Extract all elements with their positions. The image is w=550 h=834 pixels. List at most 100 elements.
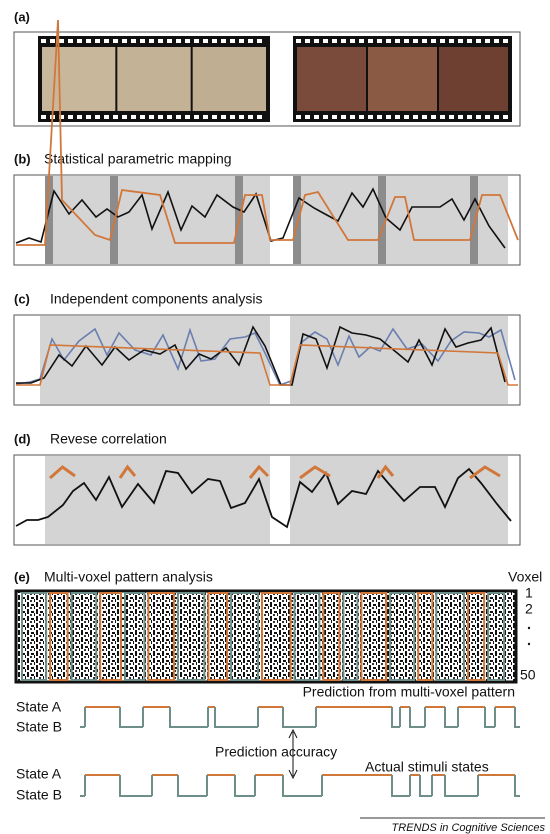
sprocket [86,115,91,119]
sprocket [422,39,427,43]
panel-label: (b) [14,151,31,166]
sprocket [305,39,310,43]
sprocket [404,115,409,119]
sprocket [503,39,508,43]
sprocket [314,39,319,43]
sprocket [467,39,472,43]
sprocket [185,115,190,119]
sprocket [458,39,463,43]
panel-title: Independent components analysis [50,291,262,307]
sprocket [167,115,172,119]
sprocket [377,39,382,43]
sprocket [395,39,400,43]
actual-title: Actual stimuli states [365,759,489,775]
sprocket [104,115,109,119]
sprocket [212,39,217,43]
sprocket [131,115,136,119]
sprocket [449,115,454,119]
sprocket [386,115,391,119]
frame [439,47,508,111]
sprocket [485,115,490,119]
sprocket [332,115,337,119]
sprocket [122,39,127,43]
voxel-tick: 2 [525,601,533,617]
sprocket [404,39,409,43]
sprocket [68,115,73,119]
state-a: State A [16,766,62,782]
state-b-line [80,707,520,727]
sprocket [350,39,355,43]
sprocket [176,115,181,119]
panel-label: (a) [14,9,30,24]
frame [117,47,190,111]
sprocket [476,39,481,43]
sprocket [59,39,64,43]
sprocket [230,115,235,119]
frame [297,47,366,111]
sprocket [341,39,346,43]
sprocket [113,115,118,119]
sprocket [314,115,319,119]
sprocket [77,39,82,43]
sprocket [140,39,145,43]
sprocket [476,115,481,119]
sprocket [68,39,73,43]
state-b: State B [16,719,62,735]
sprocket [503,115,508,119]
sprocket [413,39,418,43]
sprocket [158,39,163,43]
sprocket [212,115,217,119]
voxel-dot [528,627,530,629]
sprocket [248,39,253,43]
frame [368,47,437,111]
sprocket [194,39,199,43]
sprocket [248,115,253,119]
sprocket [422,115,427,119]
sprocket [350,115,355,119]
figure: (a) (b) Statistical parametric mapping (… [0,0,550,834]
onset [470,176,478,264]
sprocket [140,115,145,119]
sprocket [485,39,490,43]
sprocket [440,115,445,119]
sprocket [50,39,55,43]
sprocket [230,39,235,43]
sprocket [167,39,172,43]
credit: TRENDS in Cognitive Sciences [392,822,546,834]
sprocket [194,115,199,119]
sprocket [431,115,436,119]
sprocket [296,39,301,43]
sprocket [368,39,373,43]
block [290,456,508,544]
sprocket [449,39,454,43]
voxel-tick: 50 [520,667,536,683]
sprocket [185,39,190,43]
sprocket [203,115,208,119]
sprocket [104,39,109,43]
accuracy-label: Prediction accuracy [215,744,337,760]
state-b-line [80,775,520,796]
sprocket [176,39,181,43]
block [290,316,508,404]
sprocket [440,39,445,43]
voxel-dot [528,643,530,645]
panel-label: (e) [14,569,30,584]
sprocket [368,115,373,119]
sprocket [359,115,364,119]
panel-title: Statistical parametric mapping [44,151,232,167]
sprocket [239,115,244,119]
sprocket [77,115,82,119]
sprocket [41,39,46,43]
sprocket [413,115,418,119]
onset [293,176,301,264]
sprocket [377,115,382,119]
block [45,456,270,544]
sprocket [41,115,46,119]
sprocket [296,115,301,119]
sprocket [257,39,262,43]
sprocket [221,39,226,43]
voxel-tick: 1 [525,585,533,601]
panel-label: (d) [14,431,31,446]
sprocket [467,115,472,119]
panel-label: (c) [14,291,30,306]
